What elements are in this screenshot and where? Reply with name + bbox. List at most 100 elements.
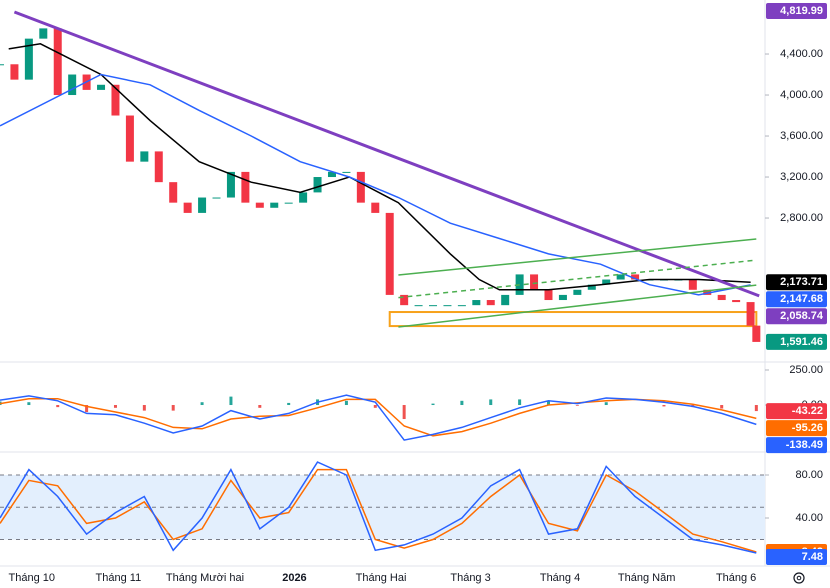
- price-marker-label: -95.26: [792, 422, 823, 434]
- histogram-bar: [575, 405, 579, 406]
- price-marker: [766, 437, 827, 454]
- y-tick-label: 4,400.00: [780, 48, 823, 60]
- histogram-bar: [402, 405, 406, 420]
- price-marker: [766, 274, 827, 291]
- histogram-bar: [518, 399, 522, 406]
- candle: [356, 171, 365, 203]
- trend-line: [398, 238, 757, 276]
- candle: [183, 202, 192, 213]
- k-line: [0, 461, 757, 554]
- trend-line: [0, 73, 751, 296]
- macd-line: [0, 394, 757, 441]
- histogram-bar: [258, 405, 262, 408]
- histogram-bar: [113, 405, 117, 408]
- candle: [226, 171, 235, 198]
- candle: [573, 289, 582, 295]
- price-marker: [766, 291, 827, 308]
- y-tick-label: 40.00: [795, 512, 823, 524]
- settings-gear[interactable]: [793, 572, 805, 584]
- histogram-bar: [287, 402, 291, 406]
- candle: [125, 115, 134, 162]
- candle: [530, 274, 539, 290]
- x-tick-label: 2026: [282, 572, 306, 584]
- candle: [429, 305, 438, 307]
- price-marker-label: 7.48: [802, 551, 823, 563]
- candle: [732, 300, 741, 303]
- histogram-bar: [754, 405, 758, 412]
- trend-line: [398, 259, 757, 299]
- candle: [717, 294, 726, 301]
- price-marker-label: -43.22: [792, 405, 823, 417]
- settings-icon[interactable]: [793, 572, 805, 584]
- candle: [414, 305, 423, 307]
- candle: [501, 294, 510, 306]
- candle: [544, 289, 553, 301]
- candle: [616, 274, 625, 280]
- histogram-bar: [27, 402, 31, 406]
- candle: [371, 202, 380, 213]
- candle: [24, 38, 33, 80]
- histogram-bar: [373, 405, 377, 408]
- histogram-bar: [431, 403, 435, 406]
- candle: [602, 279, 611, 285]
- histogram-bar: [142, 405, 146, 411]
- candle: [0, 64, 4, 66]
- candle: [169, 182, 178, 203]
- candle: [212, 197, 221, 199]
- candle: [631, 274, 640, 280]
- price-marker: [766, 549, 827, 565]
- candle: [327, 171, 336, 178]
- trend-line: [8, 43, 751, 291]
- candle: [342, 171, 351, 173]
- histogram-bar: [546, 400, 550, 406]
- price-marker: [766, 420, 827, 437]
- price-marker-label: 2,173.71: [780, 276, 823, 288]
- candle: [746, 302, 755, 326]
- candle: [299, 192, 308, 203]
- x-tick-label: Tháng Mười hai: [166, 572, 244, 584]
- price-marker-label: 2,147.68: [780, 293, 823, 305]
- stoch-band: [0, 475, 765, 540]
- candle: [284, 202, 293, 204]
- x-tick-label: Tháng 4: [540, 572, 580, 584]
- candle: [558, 294, 567, 301]
- candle: [752, 325, 761, 342]
- x-tick-label: Tháng Hai: [356, 572, 407, 584]
- candle: [443, 305, 452, 307]
- price-marker: [766, 308, 827, 325]
- candle: [241, 171, 250, 203]
- candle: [587, 284, 596, 290]
- candle: [457, 305, 466, 307]
- candle: [39, 28, 48, 39]
- histogram-bar: [171, 405, 175, 411]
- histogram-bar: [604, 402, 608, 406]
- histogram-bar: [200, 402, 204, 406]
- trend-line: [398, 284, 757, 328]
- x-tick-label: Tháng 11: [96, 572, 142, 584]
- y-tick-label: 3,200.00: [780, 171, 823, 183]
- x-tick-label: Tháng Năm: [618, 572, 675, 584]
- candle: [688, 279, 697, 290]
- price-marker: [766, 403, 827, 420]
- settings-gear-center[interactable]: [796, 575, 802, 581]
- candle: [486, 300, 495, 306]
- candle: [472, 300, 481, 306]
- price-marker-label: 4,819.99: [780, 5, 823, 17]
- histogram-bar: [229, 396, 233, 406]
- candle: [53, 28, 62, 96]
- y-tick-label: 80.00: [795, 469, 823, 481]
- histogram-bar: [662, 405, 666, 407]
- candle: [703, 289, 712, 295]
- histogram-bar: [56, 405, 60, 408]
- trend-line: [13, 10, 760, 298]
- candle: [313, 177, 322, 193]
- price-marker: [766, 333, 827, 350]
- histogram-bar: [720, 405, 724, 409]
- histogram-bar: [85, 405, 89, 413]
- x-tick-label: Tháng 6: [716, 572, 756, 584]
- histogram-bar: [344, 400, 348, 406]
- candle: [154, 151, 163, 183]
- histogram-bar: [460, 400, 464, 406]
- price-marker: [766, 2, 827, 19]
